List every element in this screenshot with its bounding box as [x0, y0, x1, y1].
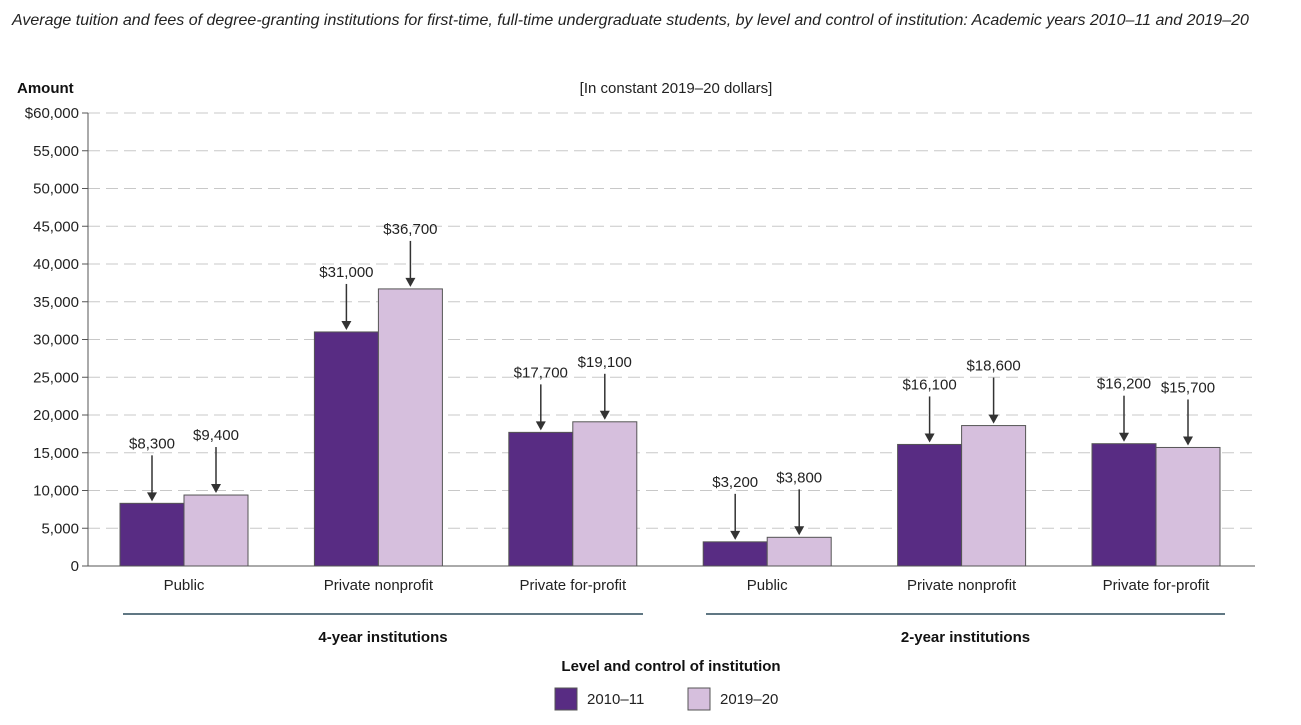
- group-label: 2-year institutions: [901, 629, 1030, 646]
- y-tick-label: 5,000: [41, 520, 79, 537]
- x-category-label: Public: [747, 577, 788, 594]
- bar-2010-11: [1091, 443, 1157, 567]
- annotation-arrow-head: [1119, 432, 1129, 442]
- annotation-arrow-head: [988, 414, 999, 424]
- x-category-label: Private nonprofit: [907, 577, 1017, 594]
- data-label: $15,700: [1161, 379, 1215, 396]
- chart-title: Average tuition and fees of degree-grant…: [12, 12, 1249, 29]
- data-label: $16,200: [1097, 376, 1151, 393]
- annotation-arrow-head: [794, 526, 805, 536]
- annotation-arrow-head: [730, 530, 741, 540]
- annotation-arrow-head: [535, 421, 546, 431]
- x-category-labels: Public Private nonprofit Private for-profi…: [164, 577, 1211, 594]
- data-label: $3,200: [712, 474, 758, 491]
- data-label: $18,600: [966, 358, 1020, 375]
- y-tick-label: 30,000: [33, 332, 79, 349]
- annotation-arrow-head: [599, 410, 610, 420]
- bars: [119, 288, 1221, 567]
- data-label: $17,700: [514, 364, 568, 381]
- bar-2019-20: [766, 536, 832, 567]
- bar-2019-20: [572, 421, 638, 567]
- legend-swatch-2010-11: [554, 687, 578, 711]
- y-tick-label: 55,000: [33, 143, 79, 160]
- y-tick-label: 35,000: [33, 294, 79, 311]
- y-tick-label: 10,000: [33, 483, 79, 500]
- y-axis-title: Amount: [17, 80, 74, 97]
- x-category-label: Private for-profit: [519, 577, 627, 594]
- bar-2010-11: [313, 331, 379, 567]
- y-tick-label: 15,000: [33, 445, 79, 462]
- bar-2010-11: [508, 431, 574, 567]
- data-label: $8,300: [129, 435, 175, 452]
- bar-2019-20: [961, 425, 1027, 567]
- bar-2010-11: [702, 541, 768, 567]
- bar-2010-11: [897, 443, 963, 567]
- annotation-arrow-head: [405, 277, 416, 287]
- data-label: $19,100: [578, 354, 632, 371]
- y-tick-label: 25,000: [33, 369, 79, 386]
- x-category-label: Public: [164, 577, 205, 594]
- annotation-arrow-head: [924, 433, 935, 443]
- gridlines: [88, 112, 1255, 529]
- y-tick-label: 40,000: [33, 256, 79, 273]
- annotation-arrow-head: [147, 492, 157, 502]
- legend-label: 2019–20: [720, 691, 778, 708]
- bar-2019-20: [183, 494, 249, 567]
- group-labels: 4-year institutions 2-year institutions: [123, 613, 1225, 646]
- annotation-arrow-head: [211, 484, 221, 494]
- bar-2010-11: [119, 502, 185, 567]
- group-label: 4-year institutions: [318, 629, 447, 646]
- legend-label: 2010–11: [587, 691, 644, 708]
- chart-subtitle: [In constant 2019–20 dollars]: [580, 80, 773, 97]
- legend: 2010–11 2019–20: [554, 687, 778, 711]
- y-tick-label: 45,000: [33, 218, 79, 235]
- y-tick-label: 20,000: [33, 407, 79, 424]
- x-category-label: Private nonprofit: [324, 577, 434, 594]
- x-axis-title: Level and control of institution: [561, 658, 780, 675]
- data-label: $3,800: [776, 469, 822, 486]
- data-label: $16,100: [902, 376, 956, 393]
- annotation-arrow-head: [1183, 436, 1193, 446]
- legend-swatch-2019-20: [687, 687, 711, 711]
- x-category-label: Private for-profit: [1103, 577, 1211, 594]
- bar-2019-20: [377, 288, 443, 567]
- data-label: $9,400: [193, 427, 239, 444]
- data-label: $36,700: [383, 221, 437, 238]
- axes: 0 5,000 10,000 15,000 20,000 25,000 30,000 35,0…: [25, 105, 1255, 575]
- y-tick-label: 50,000: [33, 181, 79, 198]
- annotation-arrow-head: [341, 320, 352, 330]
- data-label: $31,000: [319, 264, 373, 281]
- bar-2019-20: [1155, 446, 1221, 567]
- data-labels: $8,300 $31,000 $17,700 $3,200 $16,100 $16,200…: [129, 221, 1215, 540]
- y-tick-label: $60,000: [25, 105, 79, 122]
- y-tick-label: 0: [71, 558, 79, 575]
